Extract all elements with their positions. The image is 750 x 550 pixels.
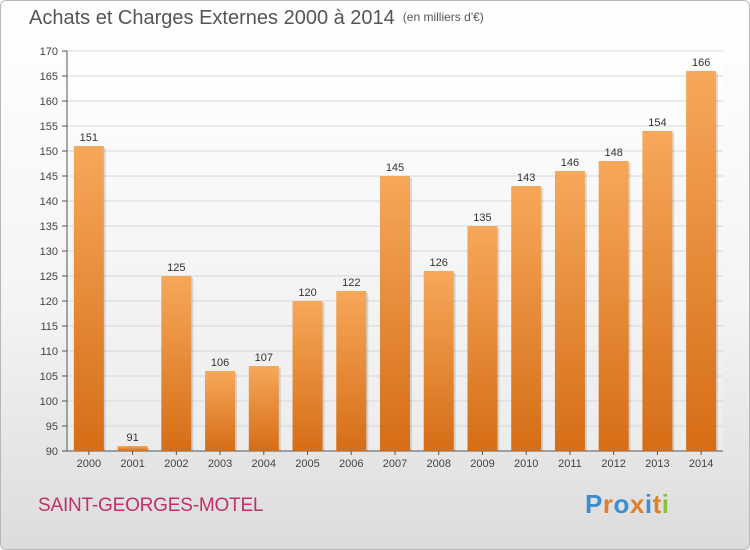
x-tick-label-2000: 2000 [77,458,101,470]
y-tick-label: 170 [40,46,58,58]
data-label-2003: 106 [211,357,229,369]
y-tick-label: 130 [40,246,58,258]
y-tick-label: 155 [40,121,58,133]
bar-2004 [248,366,279,451]
logo-letter: i [644,489,653,519]
bar-2006 [336,291,367,451]
bar-2009 [467,226,498,451]
data-label-2014: 166 [692,57,710,69]
logo-letter: t [652,489,662,519]
bar-2005 [292,301,323,451]
y-tick-label: 150 [40,146,58,158]
data-label-2009: 135 [473,212,491,224]
bar-2011 [554,171,585,451]
logo-letter: P [585,489,603,519]
x-tick-label-2008: 2008 [426,458,450,470]
logo-letter: r [602,489,614,519]
data-label-2004: 107 [255,352,273,364]
data-label-2008: 126 [430,257,448,269]
y-tick-label: 125 [40,271,58,283]
y-tick-label: 105 [40,371,58,383]
bar-2000 [73,146,104,451]
x-tick-label-2004: 2004 [252,458,276,470]
x-tick-label-2009: 2009 [470,458,494,470]
bar-2002 [161,276,192,451]
y-tick-label: 90 [46,446,58,458]
data-label-2002: 125 [167,262,185,274]
y-tick-label: 110 [40,346,58,358]
data-label-2013: 154 [648,117,666,129]
bar-2014 [686,71,717,451]
bar-2013 [642,131,673,451]
bar-2003 [205,371,236,451]
bar-2012 [598,161,629,451]
y-tick-label: 145 [40,171,58,183]
y-tick-label: 140 [40,196,58,208]
x-tick-label-2005: 2005 [295,458,319,470]
y-tick-label: 120 [40,296,58,308]
bar-2010 [511,186,542,451]
y-tick-label: 100 [40,396,58,408]
data-label-2000: 151 [80,132,98,144]
chart-title: Achats et Charges Externes 2000 à 2014 (e… [29,7,484,30]
data-label-2007: 145 [386,162,404,174]
x-tick-label-2010: 2010 [514,458,538,470]
chart-title-text: Achats et Charges Externes 2000 à 2014 [29,7,395,29]
logo-letter: x [629,489,645,519]
y-tick-label: 160 [40,96,58,108]
proxiti-logo: Proxiti [585,489,669,520]
x-tick-label-2003: 2003 [208,458,232,470]
data-label-2010: 143 [517,172,535,184]
x-tick-label-2014: 2014 [689,458,713,470]
data-label-2012: 148 [604,147,622,159]
x-tick-label-2002: 2002 [164,458,188,470]
x-tick-label-2001: 2001 [120,458,144,470]
y-tick-label: 95 [46,421,58,433]
y-tick-label: 115 [40,321,58,333]
data-label-2006: 122 [342,277,360,289]
bar-2001 [117,446,148,451]
logo-letter: i [661,489,670,519]
data-label-2011: 146 [561,157,579,169]
x-tick-label-2006: 2006 [339,458,363,470]
data-label-2005: 120 [298,287,316,299]
y-tick-label: 135 [40,221,58,233]
bar-2007 [380,176,410,451]
bar-2008 [423,271,454,451]
x-tick-label-2013: 2013 [645,458,669,470]
data-label-2001: 91 [126,432,138,444]
y-tick-label: 165 [40,71,58,83]
commune-name: SAINT-GEORGES-MOTEL [38,495,264,516]
x-tick-label-2007: 2007 [383,458,407,470]
chart-unit: (en milliers d'€) [402,10,484,24]
x-tick-label-2012: 2012 [601,458,625,470]
x-tick-label-2011: 2011 [558,458,582,470]
logo-letter: o [613,489,630,519]
